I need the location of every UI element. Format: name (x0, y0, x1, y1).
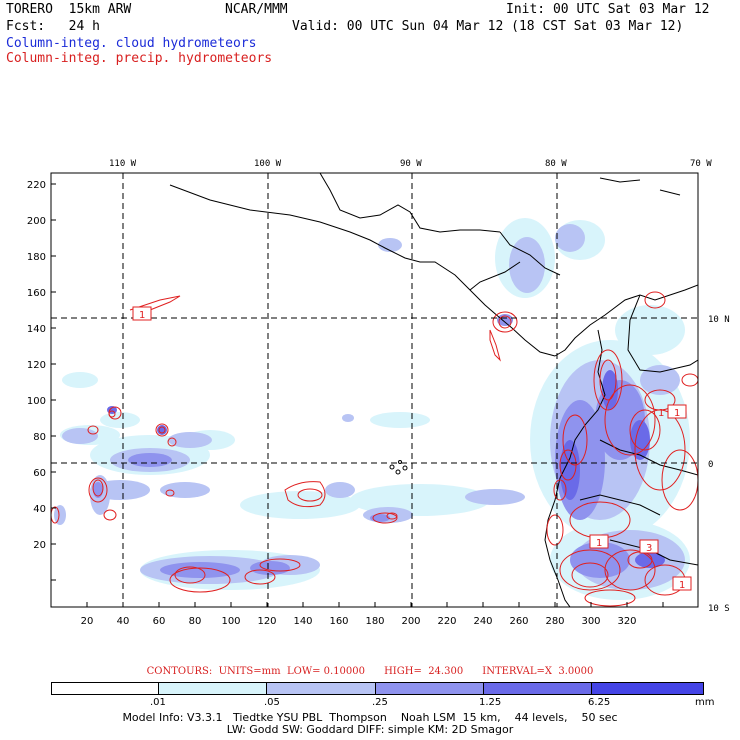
org-label: NCAR/MMM (225, 2, 288, 17)
lon-label: 70 W (690, 159, 712, 169)
y-tick-label: 40 (33, 504, 46, 515)
x-tick-label: 60 (153, 616, 166, 627)
legend-tick: 1.25 (479, 697, 502, 708)
lon-label: 100 W (254, 159, 282, 169)
contour-box-label: 1 (674, 408, 680, 419)
model-info-line2: LW: Godd SW: Goddard DIFF: simple KM: 2D… (226, 723, 514, 736)
x-tick-label: 140 (293, 616, 312, 627)
legend-tick: .25 (372, 697, 388, 708)
y-tick-label: 200 (27, 216, 46, 227)
axis-ticks (51, 183, 664, 607)
y-tick-label: 20 (33, 540, 46, 551)
x-tick-label: 100 (221, 616, 240, 627)
y-tick-label: 140 (27, 324, 46, 335)
model-info-line1: Model Info: V3.3.1 Tiedtke YSU PBL Thomp… (122, 711, 618, 724)
y-tick-label: 100 (27, 396, 46, 407)
legend-swatch (592, 683, 703, 694)
y-tick-label: 80 (33, 432, 46, 443)
legend-color-bar (51, 682, 704, 695)
contour-info: CONTOURS: UNITS=mm LOW= 0.10000 HIGH= 24… (146, 666, 594, 677)
init-time: Init: 00 UTC Sat 03 Mar 12 (506, 2, 710, 17)
contour-box-label: 1 (139, 310, 145, 321)
x-tick-label: 280 (545, 616, 564, 627)
x-tick-label: 180 (365, 616, 384, 627)
x-tick-label: 220 (437, 616, 456, 627)
contour-box-label: 1 (596, 538, 602, 549)
model-label: TORERO 15km ARW (6, 2, 132, 17)
x-tick-label: 240 (473, 616, 492, 627)
x-tick-label: 200 (401, 616, 420, 627)
contour-boxes: 1 1 1 3 1 1 (132, 306, 692, 591)
x-tick-label: 320 (617, 616, 636, 627)
legend-tick: .05 (264, 697, 280, 708)
legend-swatch (267, 683, 376, 694)
valid-time: Valid: 00 UTC Sun 04 Mar 12 (18 CST Sat … (292, 19, 684, 34)
y-tick-label: 60 (33, 468, 46, 479)
x-tick-label: 40 (117, 616, 130, 627)
x-tick-label: 120 (257, 616, 276, 627)
legend-swatch (484, 683, 592, 694)
x-tick-label: 300 (581, 616, 600, 627)
forecast-hour: Fcst: 24 h (6, 19, 100, 34)
x-tick-label: 20 (81, 616, 94, 627)
lat-label: 10 S (708, 604, 730, 614)
legend-swatch (376, 683, 484, 694)
legend-tick: .01 (150, 697, 166, 708)
legend-tick: 6.25 (588, 697, 611, 708)
cloud-field (51, 173, 698, 607)
grid-lines (51, 173, 698, 607)
y-tick-label: 160 (27, 288, 46, 299)
field-title-precip: Column-integ. precip. hydrometeors (6, 51, 273, 66)
lon-label: 110 W (109, 159, 137, 169)
x-tick-label: 160 (329, 616, 348, 627)
x-tick-label: 260 (509, 616, 528, 627)
contour-box-label: 1 (679, 580, 685, 591)
y-tick-label: 220 (27, 180, 46, 191)
y-tick-label: 180 (27, 252, 46, 263)
lat-label: 10 N (708, 315, 730, 325)
legend-swatch (159, 683, 267, 694)
contour-box-label: 3 (646, 543, 652, 554)
x-tick-label: 80 (189, 616, 202, 627)
legend-swatch (52, 683, 159, 694)
lon-label: 80 W (545, 159, 567, 169)
contour-box-label: 1 (658, 408, 664, 419)
lon-label: 90 W (400, 159, 422, 169)
field-title-cloud: Column-integ. cloud hydrometeors (6, 36, 257, 51)
y-tick-label: 120 (27, 360, 46, 371)
lat-label: 0 (708, 460, 713, 470)
legend-unit: mm (695, 697, 715, 708)
